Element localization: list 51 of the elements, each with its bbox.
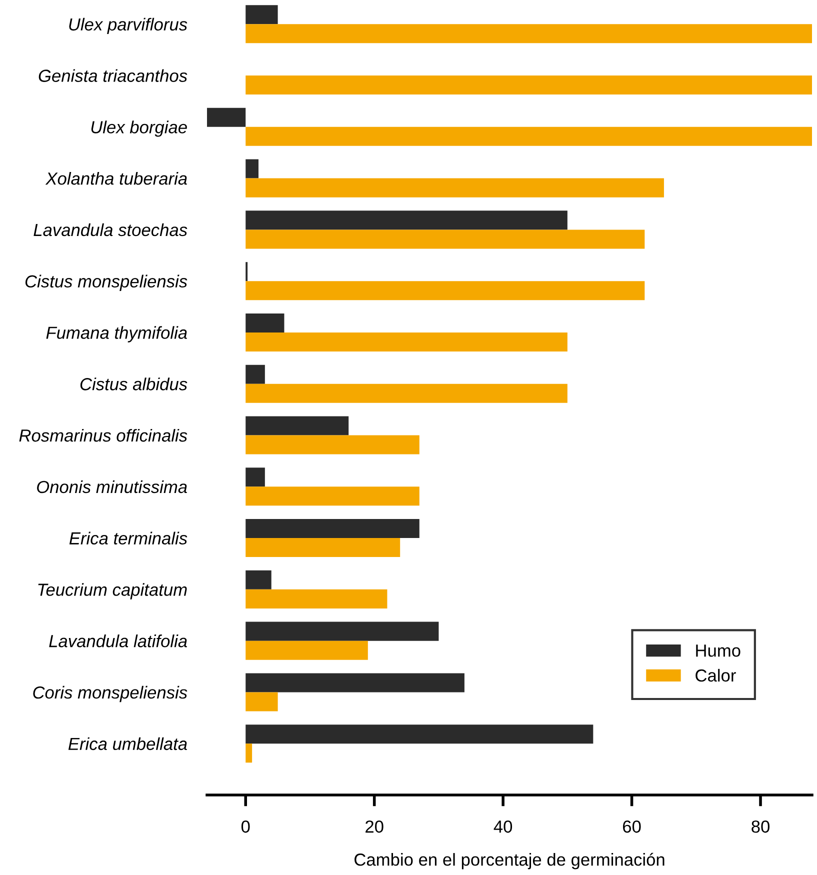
y-tick-label: Teucrium capitatum bbox=[38, 583, 187, 600]
bar bbox=[246, 332, 568, 352]
bar bbox=[246, 519, 420, 538]
y-tick-label: Fumana thymifolia bbox=[46, 326, 187, 342]
bar bbox=[246, 24, 812, 44]
bar bbox=[246, 384, 568, 403]
x-axis-title: Cambio en el porcentaje de germinación bbox=[354, 852, 664, 870]
y-tick-label: Xolantha tuberaria bbox=[45, 172, 187, 185]
bar bbox=[246, 468, 265, 487]
x-tick-label: 80 bbox=[752, 820, 770, 833]
x-tick-label: 60 bbox=[623, 820, 641, 833]
y-tick-label: Ulex parviflorus bbox=[69, 18, 188, 34]
x-tick-label: 40 bbox=[494, 820, 512, 833]
x-tick-label: 0 bbox=[241, 820, 250, 833]
y-tick-label: Coris monspeliensis bbox=[33, 686, 188, 702]
bar bbox=[246, 673, 464, 692]
bar bbox=[246, 744, 252, 763]
legend-label: Calor bbox=[696, 668, 736, 682]
bar bbox=[246, 5, 278, 24]
legend-label: Humo bbox=[696, 644, 740, 657]
y-tick-label: Genista triacanthos bbox=[38, 69, 188, 82]
bar bbox=[246, 640, 368, 660]
y-tick-label: Cistus albidus bbox=[80, 378, 188, 390]
bar bbox=[246, 486, 420, 506]
x-tick-label: 20 bbox=[366, 820, 384, 833]
bar bbox=[246, 724, 594, 744]
y-tick-label: Ulex borgiae bbox=[91, 120, 187, 137]
y-tick-label: Cistus monspeliensis bbox=[25, 274, 188, 291]
bar bbox=[246, 281, 645, 300]
y-tick-label: Erica umbellata bbox=[68, 737, 187, 750]
y-tick-label: Rosmarinus officinalis bbox=[19, 428, 188, 442]
bar bbox=[246, 416, 349, 436]
bar bbox=[246, 589, 388, 608]
bar bbox=[246, 622, 439, 641]
bar bbox=[246, 538, 400, 558]
bar bbox=[246, 126, 812, 146]
bar bbox=[246, 570, 272, 590]
bar bbox=[246, 76, 812, 95]
bar bbox=[246, 210, 568, 230]
y-tick-label: Erica terminalis bbox=[69, 532, 188, 545]
bar bbox=[246, 313, 284, 332]
bar bbox=[207, 108, 246, 127]
bar bbox=[246, 692, 278, 712]
bar bbox=[246, 364, 265, 384]
bar bbox=[246, 159, 258, 178]
bar bbox=[246, 230, 645, 249]
y-tick-label: Lavandula latifolia bbox=[49, 634, 187, 648]
bar bbox=[246, 435, 420, 454]
bar bbox=[246, 178, 664, 198]
y-tick-label: Lavandula stoechas bbox=[34, 223, 188, 236]
y-tick-label: Ononis minutissima bbox=[37, 480, 187, 494]
